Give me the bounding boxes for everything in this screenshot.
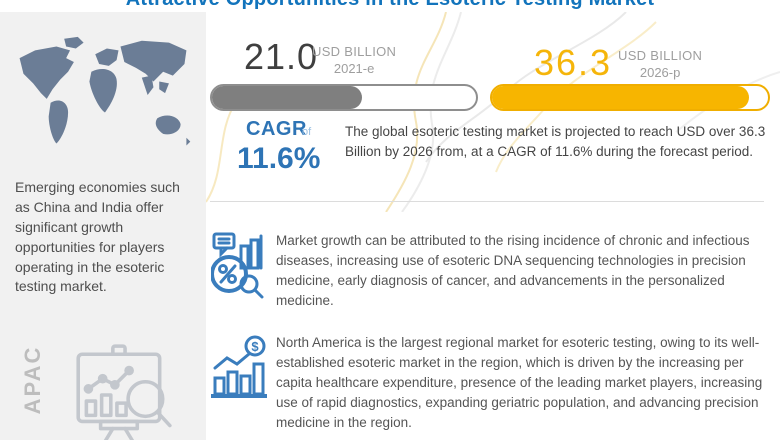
unit-label: USD BILLION xyxy=(618,48,703,63)
section-divider xyxy=(210,201,764,202)
market-size-2021-value: 21.0 xyxy=(244,36,319,77)
year-label: 2021-e xyxy=(333,61,375,76)
page-title: Attractive Opportunities in the Esoteric… xyxy=(0,0,780,11)
unit-label: USD BILLION xyxy=(312,44,397,59)
market-analysis-icon xyxy=(211,232,264,299)
bullet-text-north-america: North America is the largest regional ma… xyxy=(276,335,763,430)
projection-text: The global esoteric testing market is pr… xyxy=(345,124,766,160)
left-panel: Emerging economies such as China and Ind… xyxy=(0,12,206,440)
cagr-label: CAGR xyxy=(246,118,307,140)
progress-bar-2026 xyxy=(490,84,770,111)
progress-bar-2026-fill xyxy=(492,86,749,109)
svg-text:$: $ xyxy=(251,339,259,354)
presentation-board-icon xyxy=(76,344,172,440)
left-summary-text: Emerging economies such as China and Ind… xyxy=(15,179,180,295)
cagr-value: 11.6% xyxy=(237,142,321,175)
market-size-2026-value: 36.3 xyxy=(534,42,613,83)
cagr-of-label: of xyxy=(302,126,312,138)
world-map-illustration xyxy=(19,36,191,146)
year-label: 2026-p xyxy=(639,65,681,80)
progress-bar-2021 xyxy=(210,84,478,111)
progress-bar-2021-fill xyxy=(212,86,363,109)
market-size-2021-label: USD BILLION 2021-e xyxy=(312,44,396,76)
bullet-text-market-growth: Market growth can be attributed to the r… xyxy=(276,233,750,308)
growth-chart-dollar-icon: $ xyxy=(211,335,267,398)
region-label-apac: APAC xyxy=(20,345,45,415)
market-size-2026-label: USD BILLION 2026-p xyxy=(618,48,702,80)
